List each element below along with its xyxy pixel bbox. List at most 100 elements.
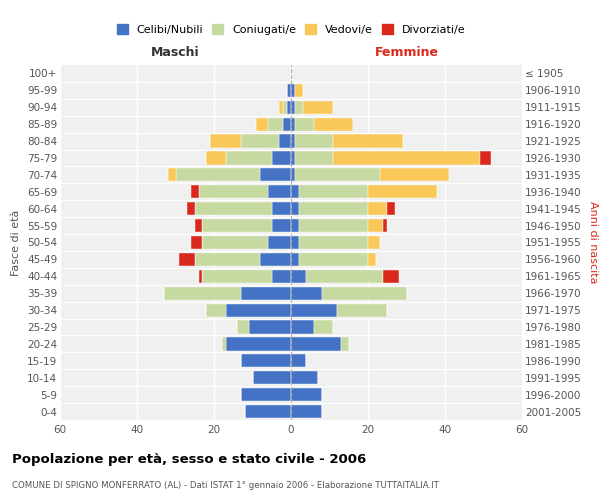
Bar [195,253,260,266]
Bar [291,405,322,418]
Bar [291,371,318,384]
Bar [314,118,353,131]
Legend: Celibi/Nubili, Coniugati/e, Vedovi/e, Divorziati/e: Celibi/Nubili, Coniugati/e, Vedovi/e, Di… [116,24,466,35]
Bar [307,270,383,283]
Bar [245,405,291,418]
Bar [195,219,202,232]
Bar [368,253,376,266]
Bar [237,320,248,334]
Bar [295,168,380,181]
Text: Popolazione per età, sesso e stato civile - 2006: Popolazione per età, sesso e stato civil… [12,452,366,466]
Bar [291,118,295,131]
Bar [299,185,368,198]
Bar [179,253,195,266]
Bar [387,202,395,215]
Bar [272,152,291,164]
Text: Maschi: Maschi [151,46,200,59]
Bar [295,134,334,147]
Bar [479,152,491,164]
Bar [202,219,272,232]
Bar [291,219,299,232]
Bar [253,371,291,384]
Bar [260,168,291,181]
Bar [291,270,307,283]
Bar [295,152,334,164]
Bar [283,118,291,131]
Bar [291,84,295,97]
Bar [206,152,226,164]
Bar [241,388,291,401]
Bar [295,118,314,131]
Bar [291,134,295,147]
Bar [226,152,272,164]
Bar [202,270,272,283]
Bar [322,286,407,300]
Bar [299,236,368,249]
Bar [291,304,337,316]
Bar [291,354,307,368]
Bar [241,134,280,147]
Bar [248,320,291,334]
Bar [287,84,291,97]
Bar [168,168,176,181]
Bar [291,152,295,164]
Bar [256,118,268,131]
Bar [202,236,268,249]
Bar [295,100,302,114]
Bar [314,320,334,334]
Bar [268,236,291,249]
Bar [291,236,299,249]
Bar [291,338,341,350]
Text: COMUNE DI SPIGNO MONFERRATO (AL) - Dati ISTAT 1° gennaio 2006 - Elaborazione TUT: COMUNE DI SPIGNO MONFERRATO (AL) - Dati … [12,481,439,490]
Bar [195,202,272,215]
Bar [191,236,202,249]
Bar [368,185,437,198]
Y-axis label: Fasce di età: Fasce di età [11,210,22,276]
Bar [280,134,291,147]
Bar [272,202,291,215]
Bar [291,202,299,215]
Bar [299,219,368,232]
Bar [272,219,291,232]
Y-axis label: Anni di nascita: Anni di nascita [588,201,598,284]
Bar [222,338,226,350]
Bar [334,152,479,164]
Bar [291,253,299,266]
Bar [226,304,291,316]
Bar [199,270,202,283]
Bar [260,253,291,266]
Bar [187,202,195,215]
Bar [334,134,403,147]
Bar [368,202,387,215]
Bar [210,134,241,147]
Bar [268,118,283,131]
Bar [291,388,322,401]
Bar [226,338,291,350]
Bar [272,270,291,283]
Bar [291,286,322,300]
Bar [302,100,334,114]
Bar [291,100,295,114]
Bar [199,185,268,198]
Bar [368,236,380,249]
Bar [176,168,260,181]
Bar [383,270,399,283]
Bar [299,202,368,215]
Bar [368,219,383,232]
Bar [291,168,295,181]
Bar [268,185,291,198]
Bar [206,304,226,316]
Bar [337,304,387,316]
Text: Femmine: Femmine [374,46,439,59]
Bar [241,286,291,300]
Bar [291,185,299,198]
Bar [383,219,387,232]
Bar [280,100,283,114]
Bar [241,354,291,368]
Bar [283,100,287,114]
Bar [164,286,241,300]
Bar [191,185,199,198]
Bar [341,338,349,350]
Bar [299,253,368,266]
Bar [380,168,449,181]
